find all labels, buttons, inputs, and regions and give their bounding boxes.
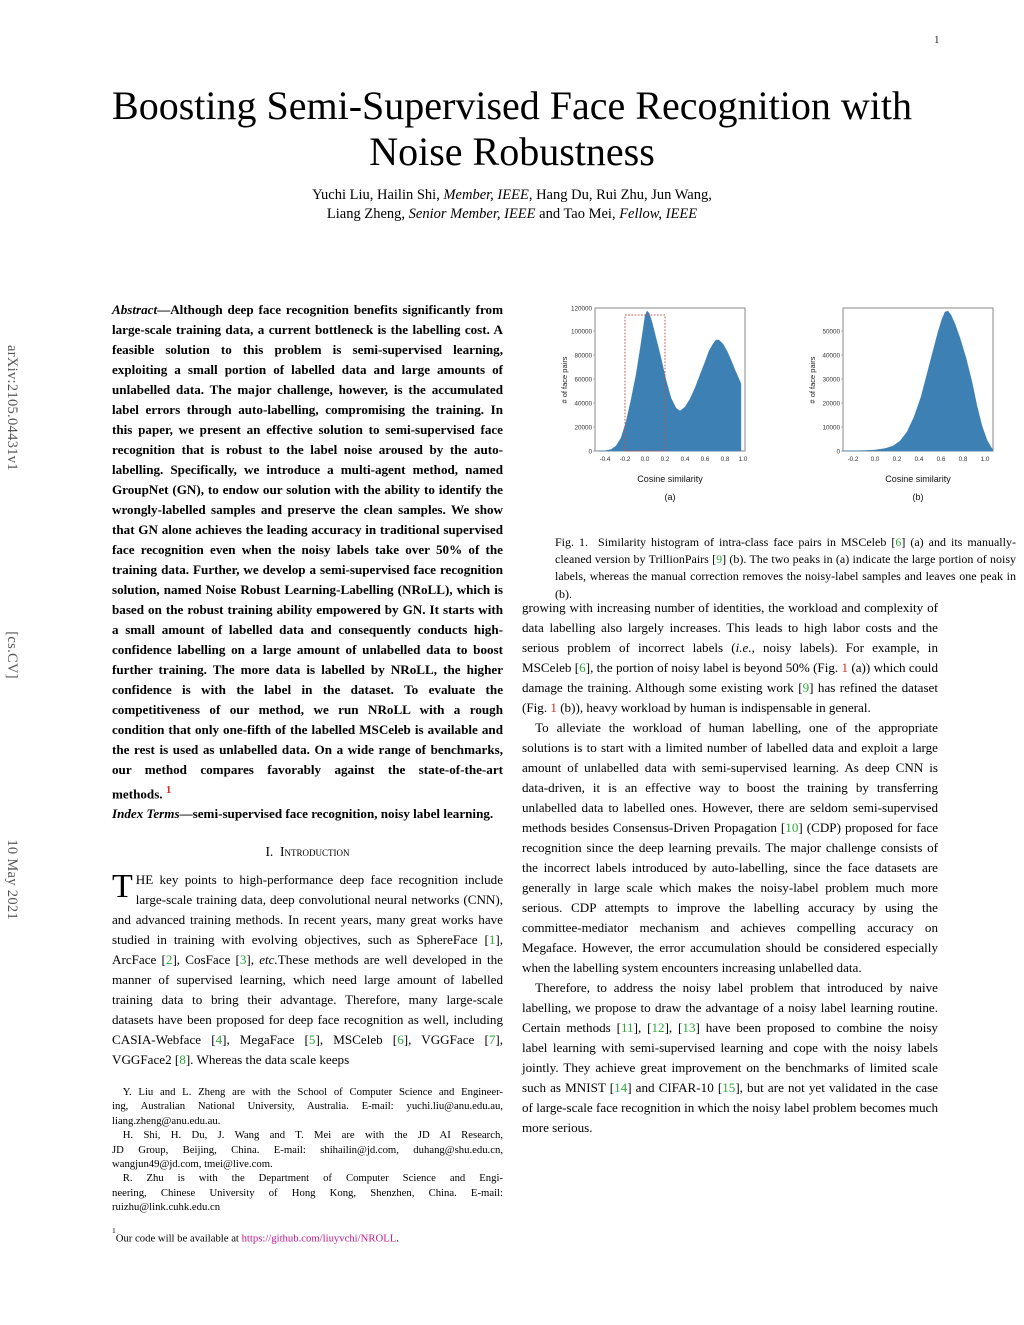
svg-text:50000: 50000	[822, 329, 840, 336]
svg-text:-0.2: -0.2	[848, 456, 859, 463]
svg-text:0.8: 0.8	[721, 456, 730, 463]
svg-text:10000: 10000	[822, 425, 840, 432]
svg-text:1.0: 1.0	[739, 456, 748, 463]
svg-text:20000: 20000	[822, 401, 840, 408]
svg-text:-0.4: -0.4	[600, 456, 611, 463]
svg-text:20000: 20000	[574, 425, 592, 432]
svg-text:# of face pairs: # of face pairs	[808, 356, 817, 403]
svg-text:Cosine similarity: Cosine similarity	[637, 474, 703, 484]
svg-text:0.8: 0.8	[959, 456, 968, 463]
svg-text:0.0: 0.0	[641, 456, 650, 463]
svg-text:100000: 100000	[571, 329, 593, 336]
svg-text:0.0: 0.0	[871, 456, 880, 463]
svg-text:Cosine similarity: Cosine similarity	[885, 474, 951, 484]
svg-text:0: 0	[588, 449, 592, 456]
svg-text:60000: 60000	[574, 377, 592, 384]
svg-text:30000: 30000	[822, 377, 840, 384]
svg-text:0.2: 0.2	[893, 456, 902, 463]
svg-text:0.6: 0.6	[701, 456, 710, 463]
svg-text:# of face pairs: # of face pairs	[560, 356, 569, 403]
svg-text:(a): (a)	[665, 492, 676, 502]
svg-text:120000: 120000	[571, 306, 593, 313]
svg-text:-0.2: -0.2	[620, 456, 631, 463]
svg-text:40000: 40000	[574, 401, 592, 408]
svg-text:0.4: 0.4	[915, 456, 924, 463]
svg-text:0.6: 0.6	[937, 456, 946, 463]
svg-text:80000: 80000	[574, 353, 592, 360]
svg-text:0.2: 0.2	[661, 456, 670, 463]
svg-text:40000: 40000	[822, 353, 840, 360]
svg-text:0: 0	[836, 449, 840, 456]
svg-text:1.0: 1.0	[981, 456, 990, 463]
svg-text:0.4: 0.4	[681, 456, 690, 463]
svg-text:(b): (b)	[913, 492, 924, 502]
